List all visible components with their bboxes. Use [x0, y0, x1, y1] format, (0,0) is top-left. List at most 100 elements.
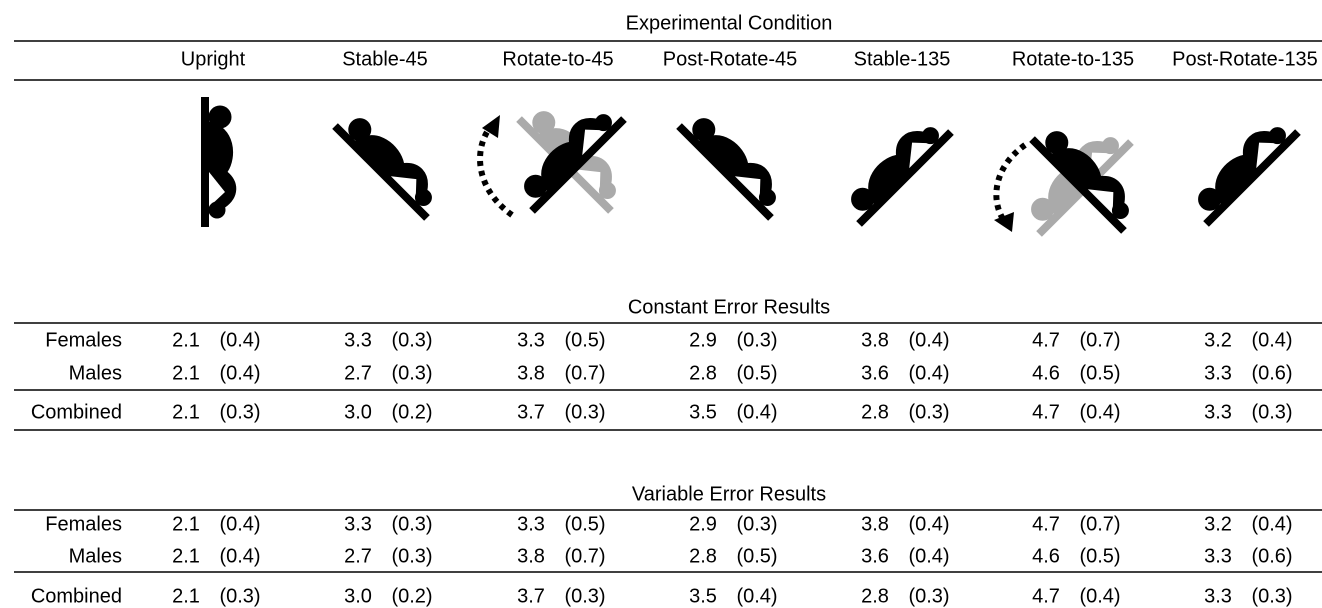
row-label: Females — [45, 329, 122, 351]
cell-sd: (0.3) — [736, 513, 777, 535]
cell-sd: (0.3) — [908, 401, 949, 423]
cell-mean: 2.8 — [689, 545, 717, 567]
row-label: Males — [69, 362, 122, 384]
column-header: Post-Rotate-135 — [1172, 48, 1318, 70]
section-title: Constant Error Results — [628, 296, 830, 318]
cell-mean: 3.3 — [1204, 401, 1232, 423]
cell-mean: 3.8 — [861, 329, 889, 351]
cell-sd: (0.2) — [391, 401, 432, 423]
cell-sd: (0.4) — [1251, 329, 1292, 351]
cell-sd: (0.4) — [219, 362, 260, 384]
cell-sd: (0.3) — [219, 585, 260, 607]
cell-sd: (0.4) — [908, 545, 949, 567]
figure-rotate-to-135 — [993, 117, 1146, 234]
cell-sd: (0.7) — [1079, 329, 1120, 351]
cell-sd: (0.3) — [391, 362, 432, 384]
cell-mean: 4.7 — [1032, 513, 1060, 535]
cell-sd: (0.4) — [908, 329, 949, 351]
cell-sd: (0.4) — [219, 329, 260, 351]
cell-mean: 3.3 — [344, 329, 372, 351]
cell-mean: 2.9 — [689, 329, 717, 351]
cell-mean: 4.6 — [1032, 545, 1060, 567]
cell-sd: (0.5) — [736, 362, 777, 384]
cell-mean: 2.1 — [172, 585, 200, 607]
cell-mean: 3.3 — [1204, 585, 1232, 607]
cell-mean: 3.7 — [517, 585, 545, 607]
cell-mean: 2.9 — [689, 513, 717, 535]
cell-mean: 3.5 — [689, 585, 717, 607]
figure-rotate-to-45 — [477, 97, 633, 218]
figure-upright — [205, 97, 236, 227]
cell-mean: 3.3 — [344, 513, 372, 535]
cell-mean: 2.7 — [344, 362, 372, 384]
column-header: Stable-45 — [342, 48, 428, 70]
cell-sd: (0.4) — [219, 545, 260, 567]
figures — [205, 97, 1298, 234]
cell-mean: 3.5 — [689, 401, 717, 423]
row-label: Combined — [31, 585, 122, 607]
cell-sd: (0.6) — [1251, 362, 1292, 384]
cell-sd: (0.3) — [908, 585, 949, 607]
row-label: Males — [69, 545, 122, 567]
cell-mean: 3.2 — [1204, 513, 1232, 535]
cell-sd: (0.3) — [736, 329, 777, 351]
cell-mean: 2.1 — [172, 329, 200, 351]
cell-sd: (0.3) — [1251, 585, 1292, 607]
cell-sd: (0.4) — [736, 585, 777, 607]
cell-mean: 2.1 — [172, 545, 200, 567]
cell-sd: (0.3) — [1251, 401, 1292, 423]
cell-mean: 4.7 — [1032, 401, 1060, 423]
cell-mean: 2.8 — [861, 585, 889, 607]
section-title: Variable Error Results — [632, 483, 826, 505]
column-header: Post-Rotate-45 — [663, 48, 798, 70]
cell-mean: 2.1 — [172, 401, 200, 423]
cell-mean: 3.6 — [861, 362, 889, 384]
cell-sd: (0.3) — [219, 401, 260, 423]
cell-mean: 3.3 — [1204, 362, 1232, 384]
cell-mean: 2.8 — [689, 362, 717, 384]
cell-sd: (0.5) — [564, 513, 605, 535]
column-header: Rotate-to-135 — [1012, 48, 1134, 70]
cell-sd: (0.5) — [1079, 545, 1120, 567]
cell-mean: 3.8 — [517, 362, 545, 384]
cell-mean: 3.0 — [344, 401, 372, 423]
cell-mean: 4.7 — [1032, 585, 1060, 607]
cell-sd: (0.4) — [736, 401, 777, 423]
cell-sd: (0.6) — [1251, 545, 1292, 567]
cell-sd: (0.4) — [1079, 585, 1120, 607]
cell-mean: 2.8 — [861, 401, 889, 423]
cell-sd: (0.2) — [391, 585, 432, 607]
cell-sd: (0.5) — [564, 329, 605, 351]
cell-mean: 4.6 — [1032, 362, 1060, 384]
figure-post-rotate-135 — [1184, 110, 1298, 224]
column-header: Stable-135 — [854, 48, 951, 70]
cell-mean: 4.7 — [1032, 329, 1060, 351]
cell-sd: (0.3) — [391, 545, 432, 567]
cell-mean: 2.1 — [172, 362, 200, 384]
figure-stable-45 — [335, 104, 449, 218]
cell-mean: 3.6 — [861, 545, 889, 567]
cell-sd: (0.7) — [564, 362, 605, 384]
cell-mean: 3.3 — [517, 329, 545, 351]
cell-mean: 3.2 — [1204, 329, 1232, 351]
row-label: Females — [45, 513, 122, 535]
cell-sd: (0.5) — [1079, 362, 1120, 384]
cell-sd: (0.5) — [736, 545, 777, 567]
cell-sd: (0.7) — [1079, 513, 1120, 535]
cell-mean: 3.3 — [517, 513, 545, 535]
header-title: Experimental Condition — [626, 12, 833, 34]
figure-stable-135 — [837, 110, 951, 224]
row-label: Combined — [31, 401, 122, 423]
cell-mean: 3.0 — [344, 585, 372, 607]
cell-sd: (0.3) — [564, 401, 605, 423]
cell-sd: (0.3) — [391, 329, 432, 351]
cell-sd: (0.3) — [391, 513, 432, 535]
column-header: Rotate-to-45 — [502, 48, 613, 70]
cell-mean: 3.8 — [517, 545, 545, 567]
figure-post-rotate-45 — [679, 104, 793, 218]
cell-sd: (0.7) — [564, 545, 605, 567]
cell-mean: 3.7 — [517, 401, 545, 423]
cell-mean: 2.7 — [344, 545, 372, 567]
